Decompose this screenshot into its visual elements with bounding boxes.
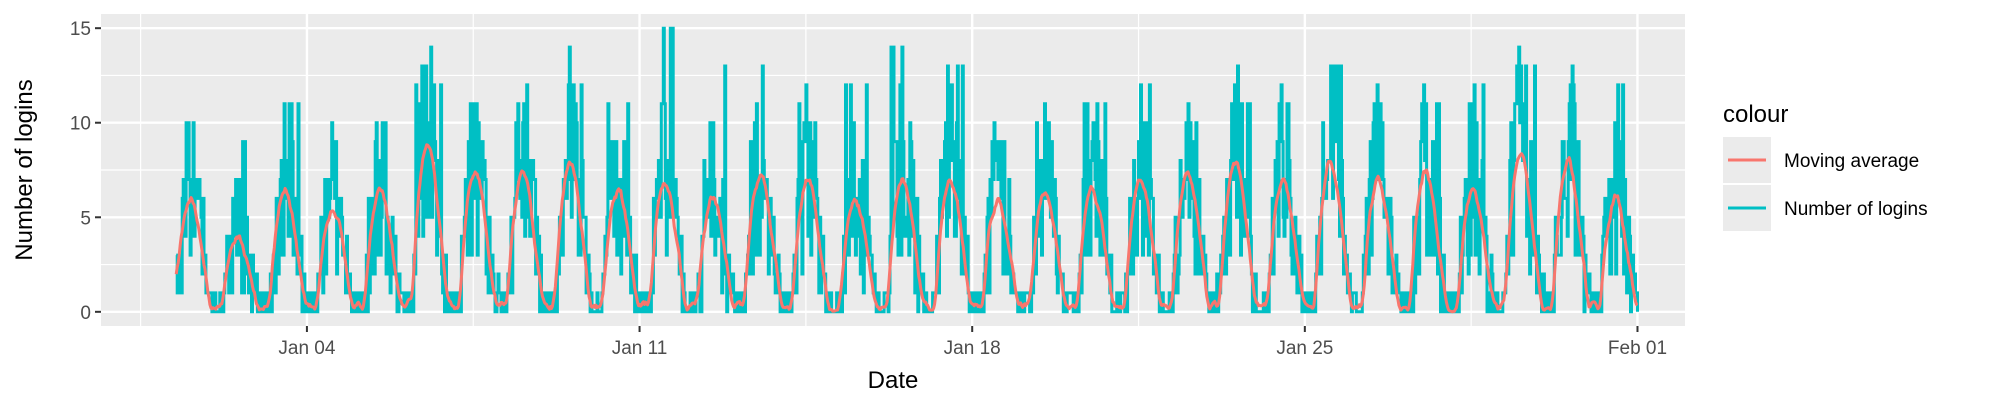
x-tick-label: Feb 01 xyxy=(1608,338,1667,359)
y-tick-label: 0 xyxy=(80,303,91,324)
legend-label-moving-average: Moving average xyxy=(1784,151,1919,172)
x-tick-label: Jan 18 xyxy=(944,338,1001,359)
x-tick-label: Jan 25 xyxy=(1276,338,1333,359)
y-tick-label: 5 xyxy=(80,208,91,229)
legend-title: colour xyxy=(1723,101,1788,128)
y-axis-title: Number of logins xyxy=(11,79,38,260)
x-tick-label: Jan 11 xyxy=(612,338,668,359)
legend-label-number-of-logins: Number of logins xyxy=(1784,199,1928,220)
series-moving-average xyxy=(174,143,1639,314)
line-moving-average xyxy=(174,143,1639,314)
y-tick-label: 10 xyxy=(70,114,91,135)
y-axis: 0 5 10 15 xyxy=(70,19,101,324)
x-tick-label: Jan 04 xyxy=(278,338,335,359)
x-axis-title: Date xyxy=(868,367,919,394)
legend: colour Moving average Number of logins xyxy=(1723,101,1928,231)
y-tick-label: 15 xyxy=(70,19,91,40)
x-axis: Jan 04 Jan 11 Jan 18 Jan 25 Feb 01 xyxy=(278,326,1667,359)
